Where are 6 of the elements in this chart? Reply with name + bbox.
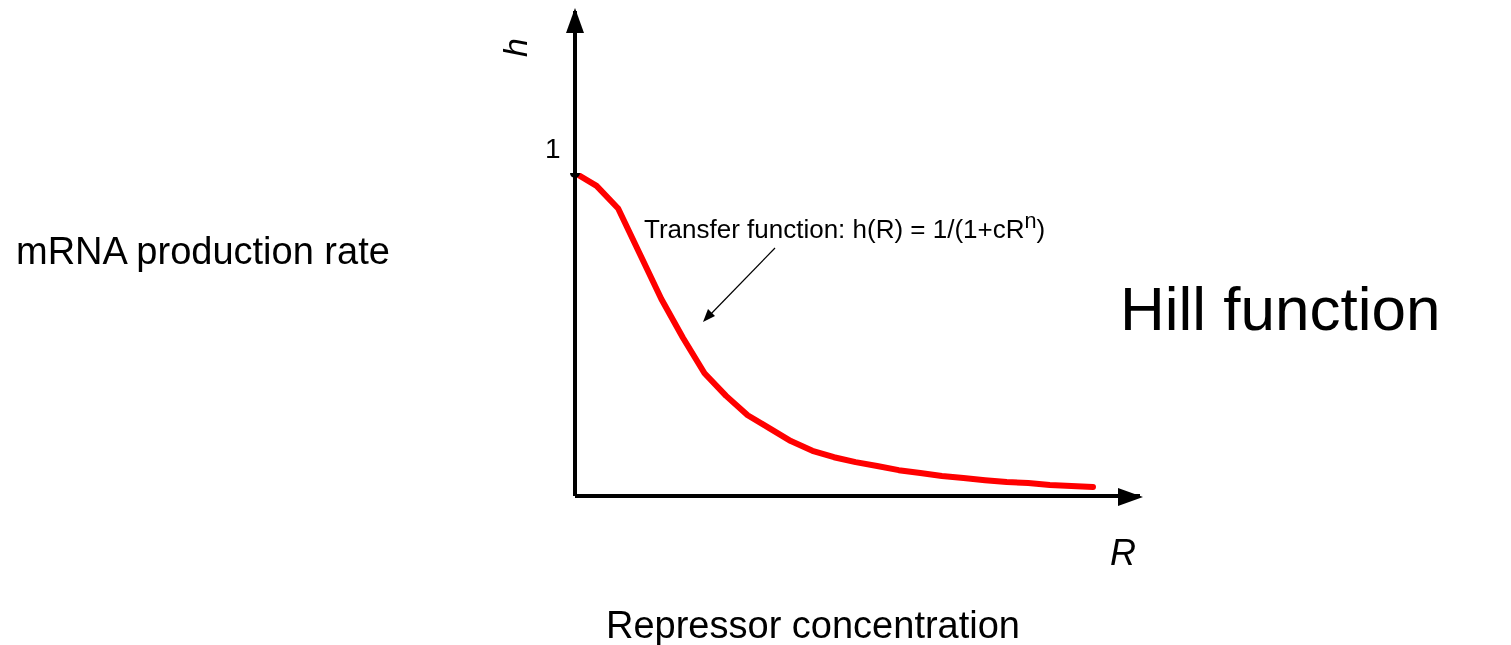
annotation: Transfer function: h(R) = 1/(1+cR$^{n}$) — [644, 208, 1046, 245]
text: 1 — [545, 133, 561, 165]
text: Hill function — [1120, 273, 1441, 344]
x-axis-title: R — [1110, 532, 1136, 574]
y-axis-title: h — [495, 38, 535, 57]
text: mRNA production rate — [16, 230, 390, 273]
